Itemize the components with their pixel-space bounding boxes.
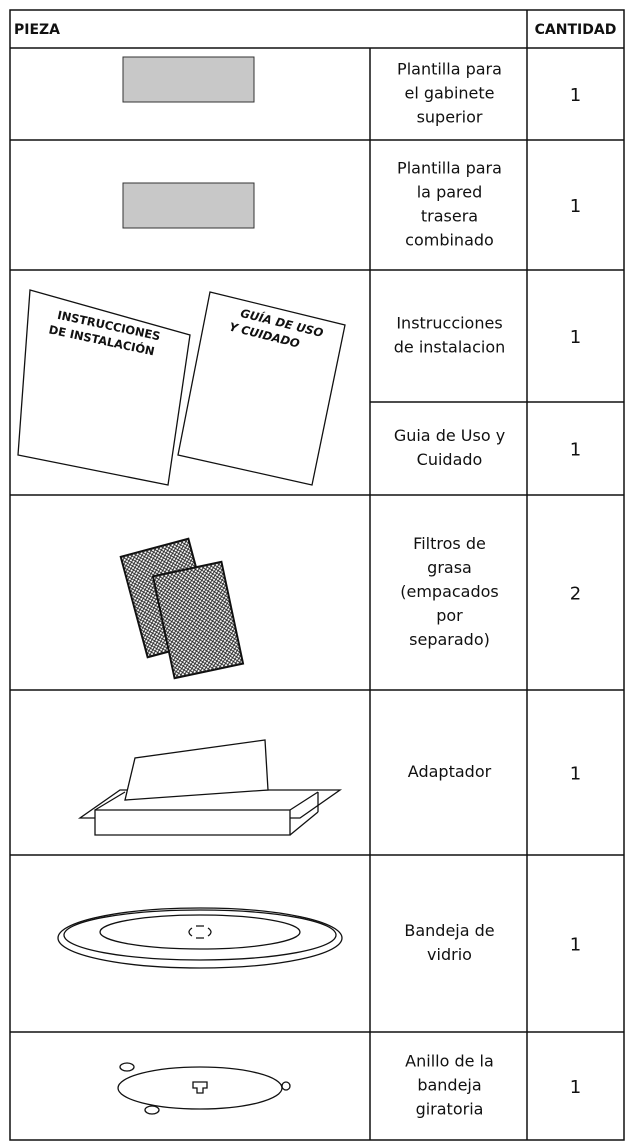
part-quantity: 1 <box>570 1077 581 1098</box>
filters-illustration <box>119 537 245 680</box>
part-quantity: 1 <box>570 764 581 785</box>
part-description: el gabinete <box>404 84 494 103</box>
part-description: Anillo de la <box>405 1052 494 1071</box>
part-description: (empacados <box>400 582 499 601</box>
part-description: vidrio <box>427 945 472 964</box>
table-frame <box>9 9 625 1141</box>
part-description: Plantilla para <box>397 159 502 178</box>
part-description: superior <box>417 108 483 127</box>
adaptor-illustration <box>77 739 343 836</box>
part-description: Plantilla para <box>397 60 502 79</box>
part-description: Cuidado <box>417 450 483 469</box>
part-description: combinado <box>405 231 494 250</box>
part-description: por <box>436 606 463 625</box>
part-quantity: 1 <box>570 935 581 956</box>
part-description: separado) <box>409 630 490 649</box>
part-description: trasera <box>421 207 478 226</box>
part-description: Adaptador <box>408 762 492 781</box>
part-description: Instrucciones <box>396 314 502 333</box>
part-description: Guia de Uso y <box>394 426 505 445</box>
part-quantity: 1 <box>570 327 581 348</box>
manuals-illustration: INSTRUCCIONES DE INSTALACIÓN GUÍA DE USO… <box>17 289 346 486</box>
ring-illustration <box>117 1062 291 1115</box>
part-description: Filtros de <box>413 534 486 553</box>
part-description: bandeja <box>417 1076 481 1095</box>
part-description: grasa <box>427 558 472 577</box>
tray-illustration <box>57 907 343 969</box>
part-quantity: 1 <box>570 440 581 461</box>
part-description: Bandeja de <box>404 921 494 940</box>
template-wall <box>122 182 255 229</box>
part-description: de instalacion <box>394 338 506 357</box>
part-description: la pared <box>417 183 483 202</box>
part-quantity: 1 <box>570 196 581 217</box>
part-description: giratoria <box>416 1100 484 1119</box>
template-top <box>122 56 255 103</box>
part-quantity: 2 <box>570 584 581 605</box>
header-part: PIEZA <box>14 22 60 38</box>
header-quantity: CANTIDAD <box>535 22 617 38</box>
part-quantity: 1 <box>570 85 581 106</box>
